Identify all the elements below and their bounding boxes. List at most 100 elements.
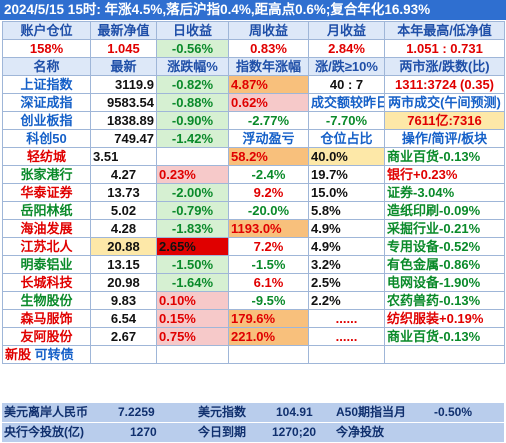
maturing-value: 1270;20 bbox=[272, 425, 317, 439]
index-row[interactable]: 科创50 749.47 -1.42% 浮动盈亏 仓位占比 操作/简评/板块 bbox=[2, 129, 505, 148]
stock-pnl: -9.5% bbox=[228, 291, 309, 310]
a50-label: A50期指当月 bbox=[336, 405, 407, 419]
index-name: 科创50 bbox=[2, 129, 91, 148]
account-row: 158% 1.045 -0.56% 0.83% 2.84% 1.051 : 0.… bbox=[2, 39, 505, 58]
header-cell: 最新 bbox=[90, 57, 157, 76]
stock-name: 生物股份 bbox=[2, 291, 91, 310]
stock-pnl: 6.1% bbox=[228, 273, 309, 292]
stock-change: -1.64% bbox=[156, 273, 229, 292]
index-last: 749.47 bbox=[90, 129, 157, 148]
newstock-row[interactable]: 新股 可转债 bbox=[2, 345, 505, 364]
stock-row[interactable]: 江苏北人 20.88 2.65% 7.2% 4.9% 专用设备-0.52% bbox=[2, 237, 505, 256]
stock-row[interactable]: 森马服饰 6.54 0.15% 179.6% ...... 纺织服装+0.19% bbox=[2, 309, 505, 328]
stock-change: 2.65% bbox=[156, 237, 229, 256]
stock-pnl: -1.5% bbox=[228, 255, 309, 274]
stock-last: 5.02 bbox=[90, 201, 157, 220]
stock-name: 华泰证券 bbox=[2, 183, 91, 202]
stock-name: 轻纺城 bbox=[2, 147, 91, 166]
maturing-label: 今日到期 bbox=[198, 425, 247, 439]
index-change: -0.88% bbox=[156, 93, 229, 112]
index-change: -0.82% bbox=[156, 75, 229, 94]
position-value: 158% bbox=[2, 39, 91, 58]
index-last: 9583.54 bbox=[90, 93, 157, 112]
stock-name: 友阿股份 bbox=[2, 327, 91, 346]
header-cell: 日收益 bbox=[156, 21, 229, 40]
index-year-change: 0.62% bbox=[228, 93, 309, 112]
index-last: 3119.9 bbox=[90, 75, 157, 94]
stock-name: 长城科技 bbox=[2, 273, 91, 292]
stock-note: 商业百货-0.13% bbox=[384, 147, 505, 166]
header-cell: 涨跌幅% bbox=[156, 57, 229, 76]
stock-position: 4.9% bbox=[308, 219, 385, 238]
stock-last: 4.27 bbox=[90, 165, 157, 184]
stock-row[interactable]: 生物股份 9.83 0.10% -9.5% 2.2% 农药兽药-0.13% bbox=[2, 291, 505, 310]
weekly-return: 0.83% bbox=[228, 39, 309, 58]
net-injection-label: 今净投放 bbox=[336, 425, 385, 439]
header-cell: 名称 bbox=[2, 57, 91, 76]
header-cell: 指数年涨幅 bbox=[228, 57, 309, 76]
stock-name: 岳阳林纸 bbox=[2, 201, 91, 220]
header-cell: 账户仓位 bbox=[2, 21, 91, 40]
stock-row[interactable]: 岳阳林纸 5.02 -0.79% -20.0% 5.8% 造纸印刷-0.09% bbox=[2, 201, 505, 220]
stock-last: 3.51 bbox=[90, 147, 157, 166]
advance-decline: 1311:3724 (0.35) bbox=[384, 75, 505, 94]
stock-change: 0.10% bbox=[156, 291, 229, 310]
stock-row[interactable]: 友阿股份 2.67 0.75% 221.0% ...... 商业百货-0.13% bbox=[2, 327, 505, 346]
index-year-change: -2.77% bbox=[228, 111, 309, 130]
stock-name: 明泰铝业 bbox=[2, 255, 91, 274]
daily-return: -0.56% bbox=[156, 39, 229, 58]
stock-note: 纺织服装+0.19% bbox=[384, 309, 505, 328]
index-row[interactable]: 深证成指 9583.54 -0.88% 0.62% 成交额较昨日 两市成交(午间… bbox=[2, 93, 505, 112]
stock-row[interactable]: 明泰铝业 13.15 -1.50% -1.5% 3.2% 有色金属-0.86% bbox=[2, 255, 505, 274]
stock-last: 2.67 bbox=[90, 327, 157, 346]
stock-name: 海油发展 bbox=[2, 219, 91, 238]
empty-cell bbox=[156, 345, 229, 364]
index-header-row: 名称 最新 涨跌幅% 指数年涨幅 涨/跌≥10% 两市涨/跌数(比) bbox=[2, 57, 505, 76]
stock-pnl: 1193.0% bbox=[228, 219, 309, 238]
stock-note: 证券-3.04% bbox=[384, 183, 505, 202]
newstock-label: 新股 bbox=[5, 346, 32, 362]
empty-cell bbox=[308, 345, 385, 364]
stock-change: 0.23% bbox=[156, 165, 229, 184]
stock-note: 有色金属-0.86% bbox=[384, 255, 505, 274]
turnover-value: 7611亿:7316 bbox=[384, 111, 505, 130]
account-header-row: 账户仓位 最新净值 日收益 周收益 月收益 本年最高/低净值 bbox=[2, 21, 505, 40]
convertible-label: 可转债 bbox=[34, 346, 74, 362]
dxy-value: 104.91 bbox=[276, 405, 313, 419]
usdcnh-value: 7.2259 bbox=[118, 405, 155, 419]
stock-row[interactable]: 张家港行 4.27 0.23% -2.4% 19.7% 银行+0.23% bbox=[2, 165, 505, 184]
stock-note: 电网设备-1.90% bbox=[384, 273, 505, 292]
stock-last: 6.54 bbox=[90, 309, 157, 328]
header-cell: 最新净值 bbox=[90, 21, 157, 40]
stock-note: 造纸印刷-0.09% bbox=[384, 201, 505, 220]
stock-name: 江苏北人 bbox=[2, 237, 91, 256]
header-cell: 本年最高/低净值 bbox=[384, 21, 505, 40]
monthly-return: 2.84% bbox=[308, 39, 385, 58]
header-cell: 两市涨/跌数(比) bbox=[384, 57, 505, 76]
turnover-label: 成交额较昨日 bbox=[308, 93, 385, 112]
index-row[interactable]: 创业板指 1838.89 -0.90% -2.77% -7.70% 7611亿:… bbox=[2, 111, 505, 130]
stock-last: 13.15 bbox=[90, 255, 157, 274]
stock-change: -0.79% bbox=[156, 201, 229, 220]
stock-row[interactable]: 轻纺城 3.51 58.2% 40.0% 商业百货-0.13% bbox=[2, 147, 505, 166]
stock-pnl: 58.2% bbox=[228, 147, 309, 166]
empty-cell bbox=[384, 345, 505, 364]
stock-row[interactable]: 长城科技 20.98 -1.64% 6.1% 2.5% 电网设备-1.90% bbox=[2, 273, 505, 292]
note-header: 操作/简评/板块 bbox=[384, 129, 505, 148]
newstock-cell[interactable]: 新股 可转债 bbox=[2, 345, 91, 364]
stock-note: 专用设备-0.52% bbox=[384, 237, 505, 256]
stock-pnl: 7.2% bbox=[228, 237, 309, 256]
stock-row[interactable]: 华泰证券 13.73 -2.00% 9.2% 15.0% 证券-3.04% bbox=[2, 183, 505, 202]
pboc-footer: 央行今投放(亿) 1270 今日到期 1270;20 今净投放 bbox=[2, 423, 504, 442]
stock-change bbox=[156, 147, 229, 166]
stock-row[interactable]: 海油发展 4.28 -1.83% 1193.0% 4.9% 采掘行业-0.21% bbox=[2, 219, 505, 238]
stock-pnl: -20.0% bbox=[228, 201, 309, 220]
stock-position: 2.2% bbox=[308, 291, 385, 310]
index-name: 创业板指 bbox=[2, 111, 91, 130]
stock-change: -2.00% bbox=[156, 183, 229, 202]
stock-position: 4.9% bbox=[308, 237, 385, 256]
stock-position: ...... bbox=[308, 309, 385, 328]
index-row[interactable]: 上证指数 3119.9 -0.82% 4.87% 40 : 7 1311:372… bbox=[2, 75, 505, 94]
stock-position: 19.7% bbox=[308, 165, 385, 184]
